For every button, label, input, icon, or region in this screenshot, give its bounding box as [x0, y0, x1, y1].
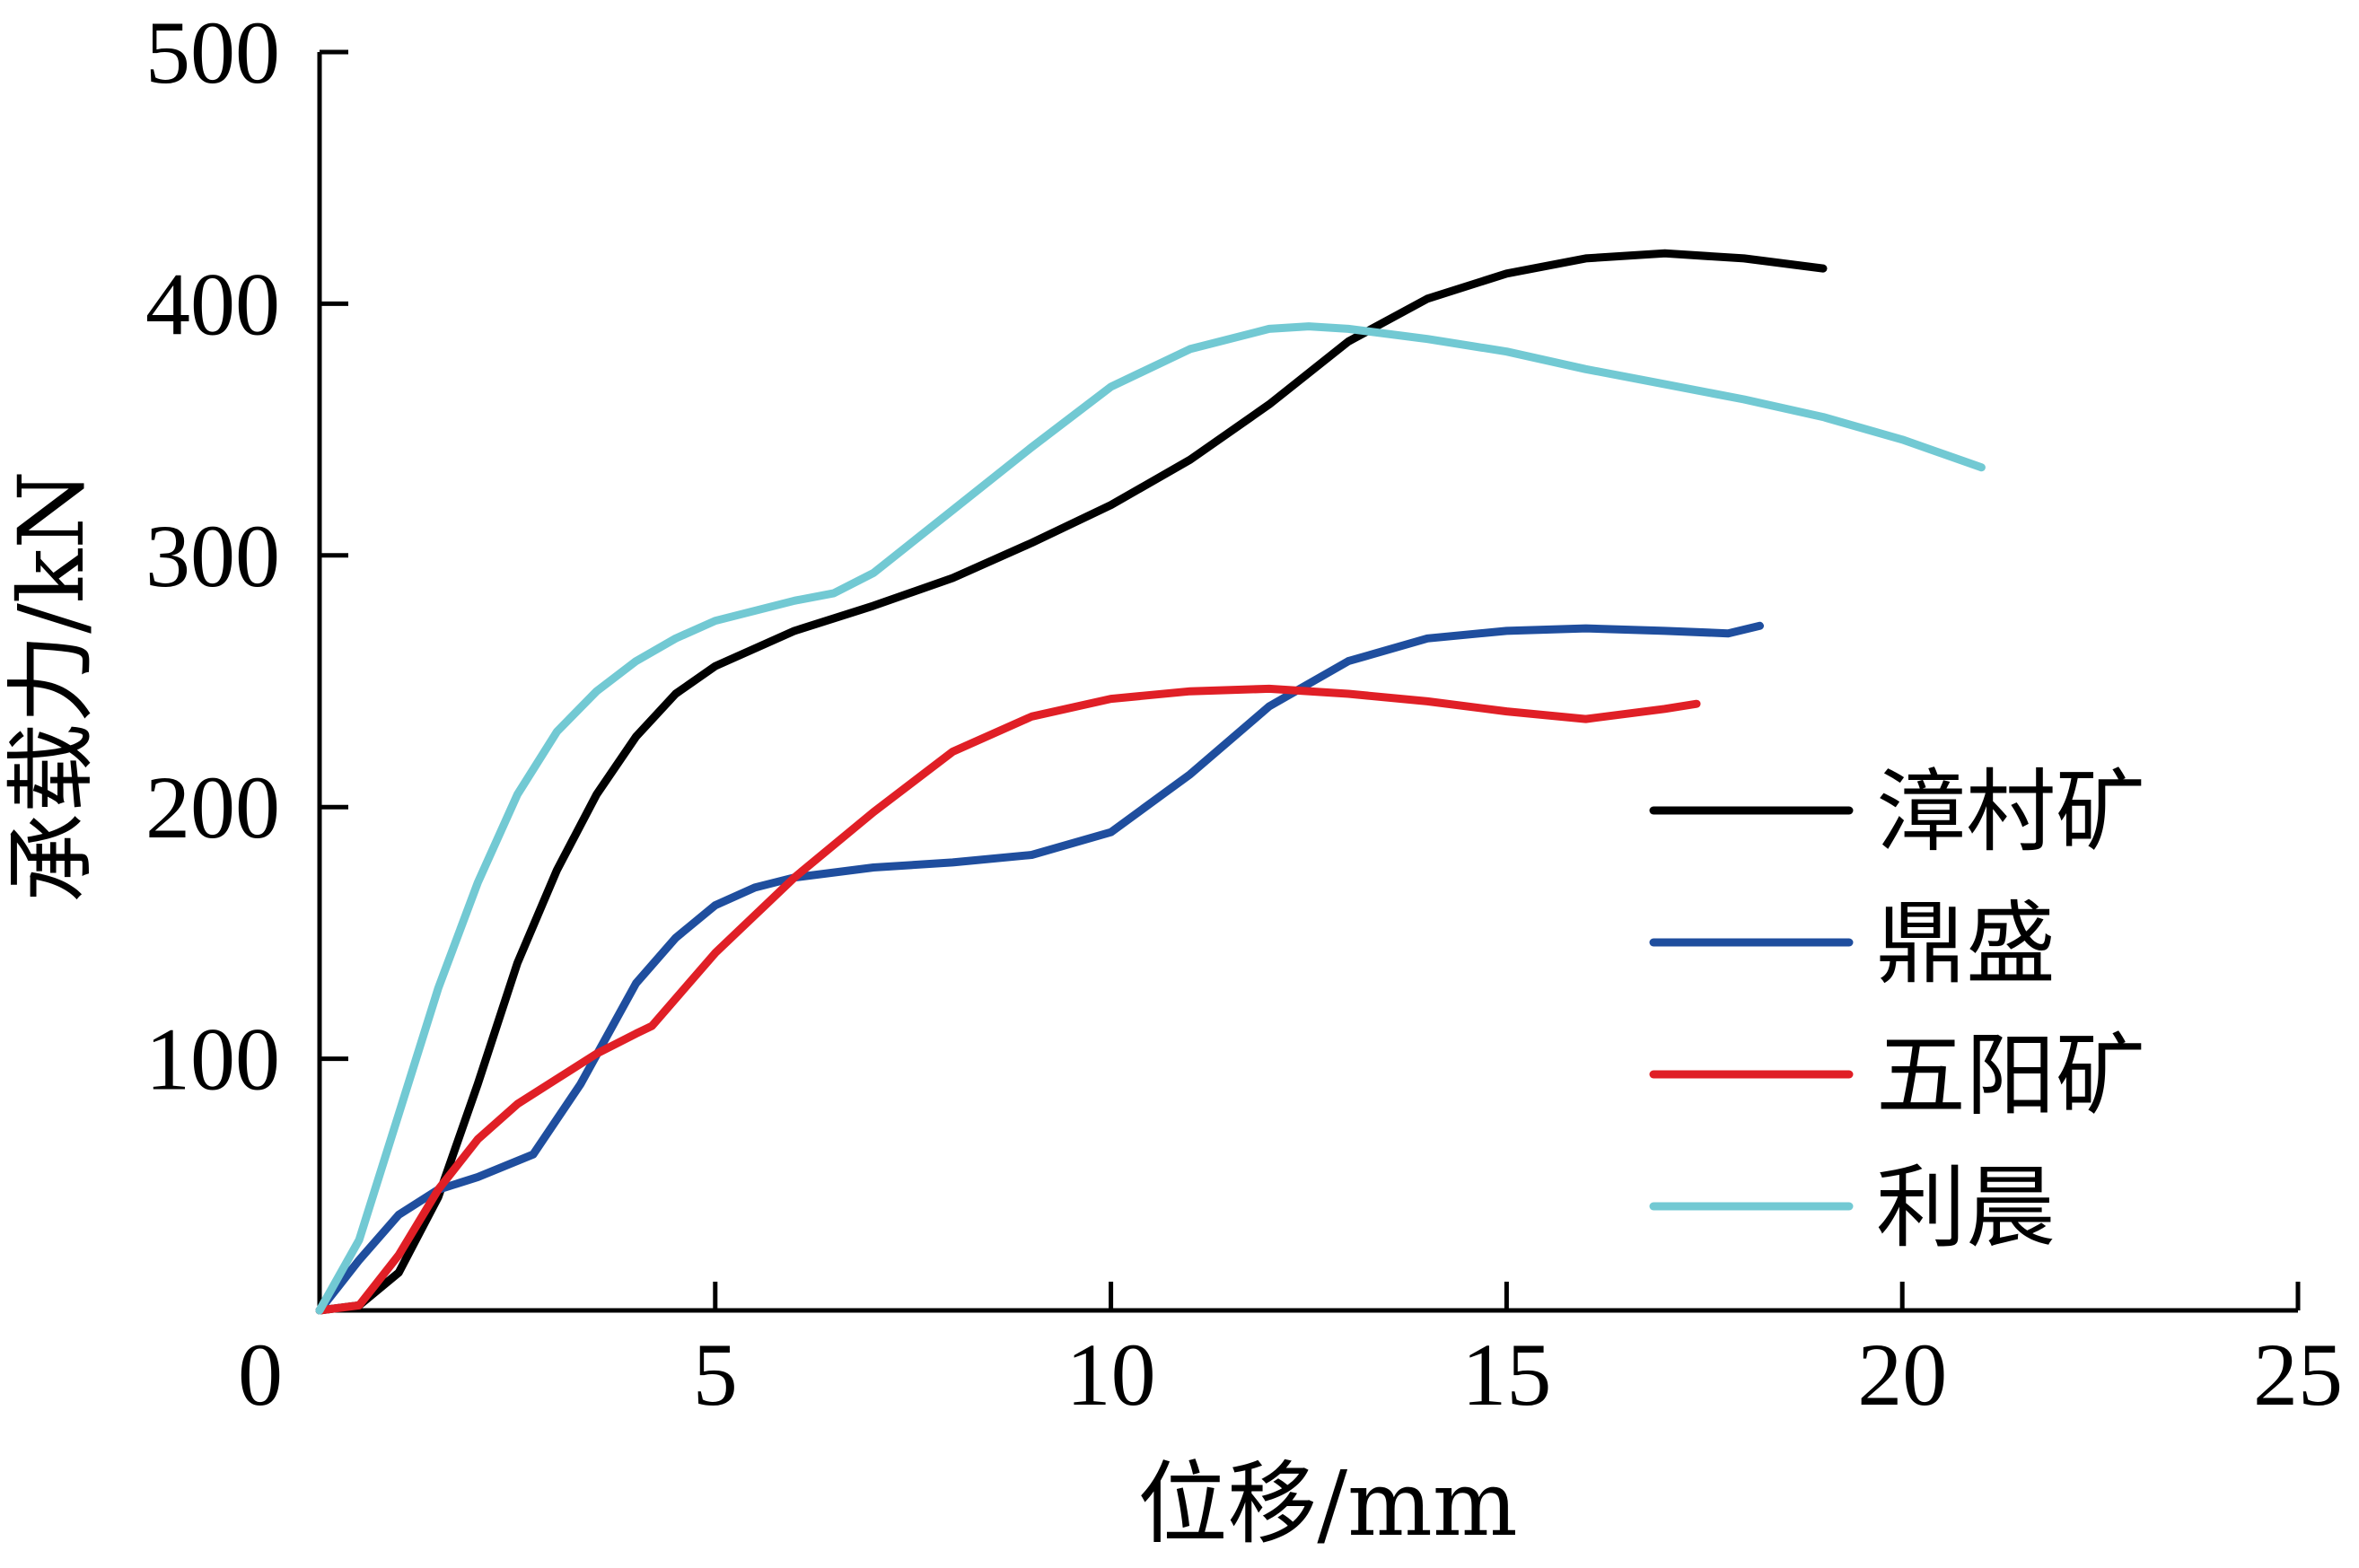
series-group — [315, 249, 1986, 1315]
legend-label: 漳村矿 — [1876, 759, 2145, 864]
x-tick-label: 25 — [2253, 1325, 2343, 1424]
y-axis-title: 承载力/kN — [0, 470, 104, 903]
axes: 0 5 10 15 20 25 100 200 300 400 500 — [145, 3, 2343, 1424]
legend-label: 鼎盛 — [1876, 891, 2056, 996]
series-line-1 — [315, 249, 1828, 1315]
x-tick-label: 0 — [238, 1325, 283, 1424]
y-tick-label: 300 — [145, 506, 280, 606]
series-line-2 — [315, 621, 1764, 1315]
y-tick-label: 100 — [145, 1010, 280, 1109]
y-tick-label: 500 — [145, 3, 280, 102]
series-line-3 — [315, 684, 1701, 1315]
x-tick-label: 10 — [1066, 1325, 1156, 1424]
legend-label: 五阳矿 — [1876, 1023, 2145, 1128]
y-tick-label: 400 — [145, 254, 280, 354]
legend-label: 利晨 — [1876, 1155, 2056, 1260]
x-axis-title: 位移/mm — [1137, 1451, 1517, 1556]
x-tick-label: 15 — [1461, 1325, 1551, 1424]
x-tick-label: 20 — [1857, 1325, 1947, 1424]
y-tick-label: 200 — [145, 758, 280, 857]
x-tick-label: 5 — [693, 1325, 738, 1424]
series-line-4 — [315, 322, 1986, 1315]
